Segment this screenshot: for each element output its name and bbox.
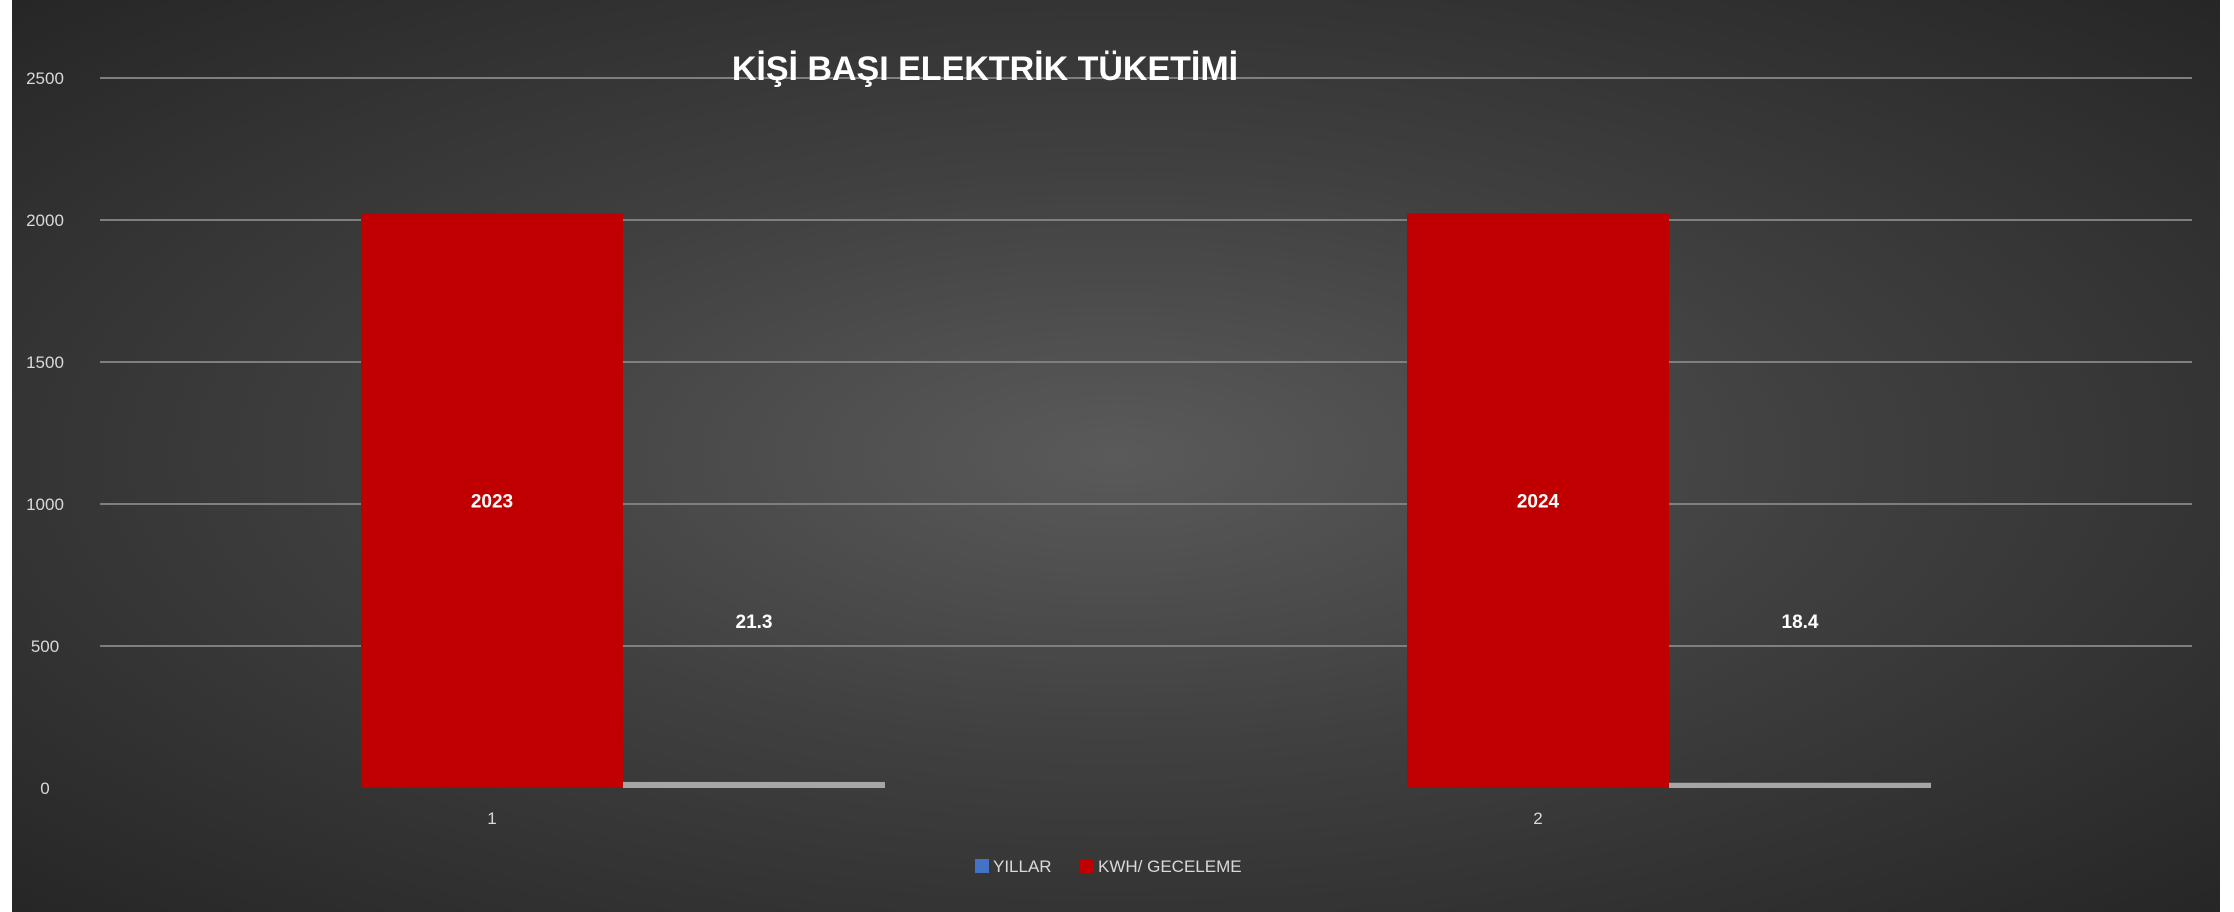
x-tick-label: 2	[1533, 809, 1542, 828]
legend-label: YILLAR	[993, 857, 1052, 876]
y-tick-label: 0	[40, 779, 49, 798]
bar-yillar-1	[361, 213, 623, 788]
legend: YILLAR KWH/ GECELEME	[975, 857, 1242, 876]
y-tick-label: 500	[31, 637, 59, 656]
bar-yillar-2	[1407, 213, 1669, 788]
y-tick-label: 1000	[26, 495, 64, 514]
data-label: 2024	[1517, 492, 1560, 513]
chart-title: KİŞİ BAŞI ELEKTRİK TÜKETİMİ	[732, 50, 1238, 88]
legend-swatch	[1080, 859, 1094, 873]
bar-kwh-geceleme-1	[623, 781, 885, 788]
y-tick-label: 2500	[26, 69, 64, 88]
y-tick-label: 1500	[26, 353, 64, 372]
data-label: 18.4	[1782, 612, 1819, 633]
bar-kwh-geceleme-2	[1669, 782, 1931, 788]
y-axis-ticks: 0 500 1000 1500 2000 2500	[26, 69, 64, 798]
bars	[361, 213, 1931, 788]
x-tick-label: 1	[487, 809, 496, 828]
legend-swatch	[975, 859, 989, 873]
data-label: 21.3	[736, 612, 773, 633]
data-labels: 2023 21.3 2024 18.4	[471, 492, 1819, 633]
y-tick-label: 2000	[26, 211, 64, 230]
data-label: 2023	[471, 492, 513, 513]
legend-label: KWH/ GECELEME	[1098, 857, 1242, 876]
